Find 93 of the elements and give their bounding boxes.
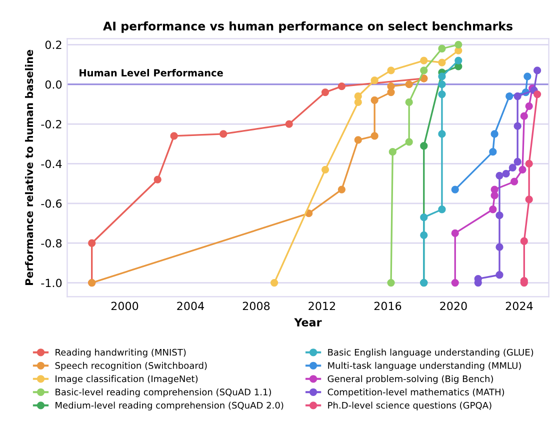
y-tick-label: -0.2 <box>41 120 62 128</box>
chart-title: AI performance vs human performance on select benchmarks <box>103 21 512 33</box>
point <box>170 132 178 140</box>
y-axis-title: Performance relative to human baseline <box>25 50 34 286</box>
point <box>508 164 516 172</box>
point <box>88 239 96 247</box>
x-tick-label: 2012 <box>308 302 335 310</box>
point <box>438 44 446 52</box>
x-tick-label: 2004 <box>177 302 204 310</box>
legend-label: General problem-solving (Big Bench) <box>328 375 493 384</box>
point <box>438 58 446 66</box>
point <box>524 72 532 80</box>
y-tick-label: -0.4 <box>41 160 62 168</box>
point <box>502 170 510 178</box>
point <box>490 130 498 138</box>
point <box>451 278 459 287</box>
point <box>405 80 413 88</box>
y-tick-label: -1.0 <box>41 278 62 288</box>
point <box>533 66 542 74</box>
point <box>420 56 428 64</box>
point <box>490 186 498 194</box>
point <box>321 166 330 174</box>
point <box>220 130 228 138</box>
point <box>270 278 278 287</box>
y-tick-label: -0.8 <box>41 239 62 248</box>
legend-label: Basic English language understanding (GLUE) <box>328 348 534 358</box>
point <box>354 92 362 100</box>
point <box>285 120 293 128</box>
point <box>387 66 395 74</box>
x-tick-label: 2016 <box>374 302 402 310</box>
point <box>387 278 395 287</box>
point <box>338 186 346 194</box>
point <box>420 66 428 74</box>
y-tick-label: 0.2 <box>45 40 62 50</box>
legend-label: Multi-task language understanding (MMLU) <box>328 362 521 371</box>
ref-line-label: Human Level Performance <box>80 68 223 77</box>
point <box>525 196 533 204</box>
point <box>405 98 413 106</box>
legend-label: Reading handwriting (MNIST) <box>56 348 186 358</box>
point <box>420 142 428 150</box>
point <box>454 56 462 64</box>
point <box>438 130 446 138</box>
point <box>370 96 378 104</box>
x-tick-label: 2020 <box>440 302 467 310</box>
point <box>496 243 504 251</box>
x-tick-label: 2008 <box>242 302 270 310</box>
point <box>388 148 396 156</box>
point <box>438 90 446 98</box>
point <box>496 212 504 220</box>
point <box>510 178 518 186</box>
point <box>405 138 413 146</box>
point <box>525 160 533 168</box>
legend-label: Speech recognition (Switchboard) <box>55 362 207 371</box>
legend-label: Basic-level reading comprehension (SQuAD 1.1) <box>56 388 271 398</box>
point <box>520 112 528 120</box>
point <box>454 46 462 54</box>
point <box>451 186 459 194</box>
point <box>489 206 497 214</box>
point <box>496 271 504 279</box>
x-axis-title: Year <box>294 318 322 326</box>
point <box>533 90 542 98</box>
point <box>525 102 533 110</box>
x-tick-label: 2000 <box>111 302 138 310</box>
point <box>387 82 395 90</box>
point <box>338 82 346 90</box>
point <box>370 76 378 84</box>
point <box>518 166 526 174</box>
point <box>520 237 528 245</box>
point <box>321 88 330 96</box>
point <box>451 229 459 238</box>
point <box>454 40 462 48</box>
legend-label: Medium-level reading comprehension (SQuAD 2.0) <box>56 402 284 410</box>
point <box>154 176 162 184</box>
point <box>438 80 446 88</box>
point <box>489 148 497 156</box>
point <box>370 132 378 140</box>
point <box>514 122 522 130</box>
point <box>420 231 428 239</box>
point <box>354 98 362 106</box>
y-tick-label: 0.0 <box>45 80 62 89</box>
point <box>420 213 428 222</box>
point <box>514 92 522 100</box>
point <box>514 158 522 166</box>
y-tick-label: -0.6 <box>41 199 62 208</box>
legend-label: Image classification (ImageNet) <box>56 375 198 384</box>
point <box>506 92 514 100</box>
point <box>438 72 446 80</box>
point <box>354 136 362 144</box>
x-tick-label: 2024 <box>506 302 533 310</box>
point <box>496 172 504 180</box>
legend-label: Competition-level mathematics (MATH) <box>328 388 504 398</box>
legend-label: Ph.D-level science questions (GPQA) <box>328 402 492 410</box>
point <box>438 206 446 214</box>
